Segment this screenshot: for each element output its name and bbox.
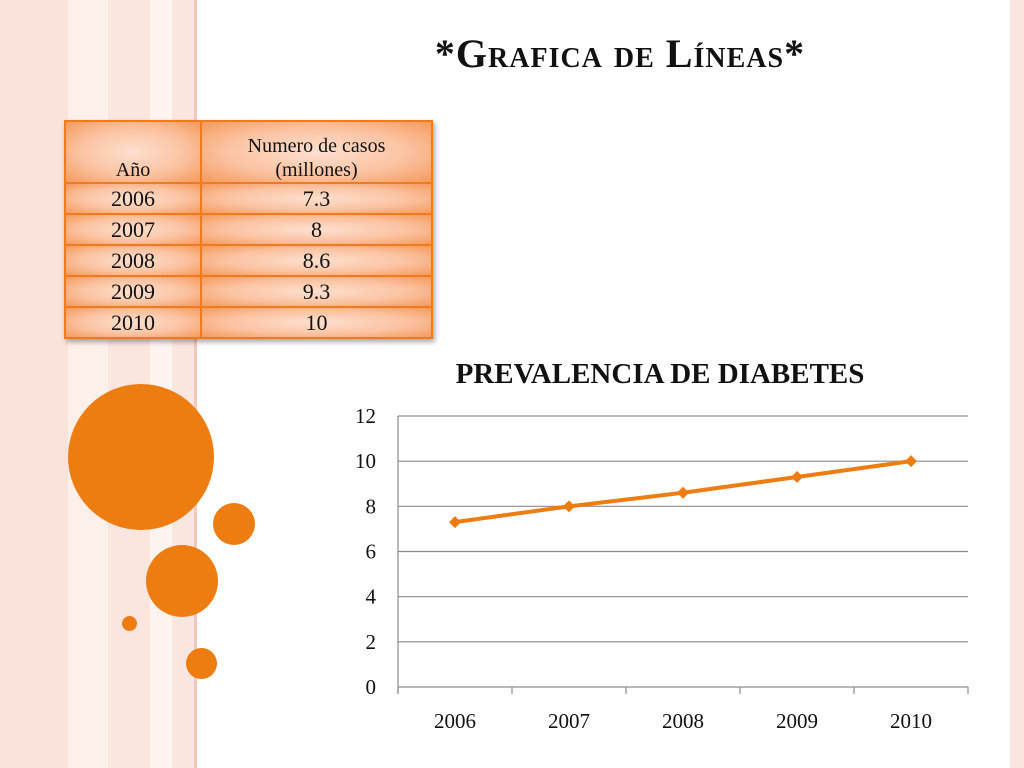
x-tick-label: 2008 — [662, 709, 704, 733]
cell-year: 2006 — [64, 182, 202, 215]
table-row: 2010 10 — [64, 306, 433, 339]
decor-stripe-right — [1010, 0, 1024, 768]
table-row: 2009 9.3 — [64, 275, 433, 308]
decor-circle — [186, 648, 217, 679]
data-point — [905, 455, 917, 468]
cell-year: 2010 — [64, 306, 202, 339]
y-tick-label: 12 — [355, 404, 376, 428]
y-tick-label: 8 — [366, 494, 377, 518]
cell-value: 9.3 — [200, 275, 433, 308]
decor-circle-large — [68, 384, 214, 530]
header-cases-line2: (millones) — [275, 159, 358, 181]
x-tick-label: 2006 — [434, 709, 476, 733]
data-point — [449, 516, 461, 529]
header-cases-line1: Numero de casos — [247, 135, 386, 157]
cell-value: 10 — [200, 306, 433, 339]
x-tick-label: 2009 — [776, 709, 818, 733]
y-tick-label: 10 — [355, 449, 376, 473]
decor-circle — [213, 503, 255, 545]
data-point — [563, 500, 575, 513]
y-tick-label: 4 — [366, 585, 377, 609]
data-point — [677, 486, 689, 499]
data-table: Año Numero de casos (millones) 2006 7.3 … — [64, 120, 433, 339]
table-row: 2007 8 — [64, 213, 433, 246]
cell-value: 7.3 — [200, 182, 433, 215]
decor-circle-small — [122, 616, 137, 631]
data-point — [791, 470, 803, 483]
slide-title: *Grafica de Líneas* — [434, 31, 806, 76]
header-year: Año — [64, 120, 202, 184]
header-cases: Numero de casos (millones) — [200, 120, 433, 184]
decor-stripe — [68, 0, 108, 768]
x-tick-label: 2007 — [548, 709, 590, 733]
y-tick-label: 2 — [366, 630, 377, 654]
table-header-row: Año Numero de casos (millones) — [64, 120, 433, 184]
chart-title: PREVALENCIA DE DIABETES — [455, 358, 865, 390]
decor-stripe — [194, 0, 197, 768]
table-row: 2006 7.3 — [64, 182, 433, 215]
cell-year: 2007 — [64, 213, 202, 246]
cell-value: 8.6 — [200, 244, 433, 277]
y-tick-label: 0 — [366, 675, 377, 699]
y-tick-label: 6 — [366, 540, 377, 564]
table-row: 2008 8.6 — [64, 244, 433, 277]
decor-stripe — [150, 0, 172, 768]
cell-year: 2008 — [64, 244, 202, 277]
line-chart: 0 2 4 6 8 10 12 2006 2007 2008 2009 2010 — [355, 404, 969, 733]
cell-value: 8 — [200, 213, 433, 246]
decor-stripe — [0, 0, 68, 768]
decor-circle — [146, 545, 218, 617]
x-tick-label: 2010 — [890, 709, 932, 733]
cell-year: 2009 — [64, 275, 202, 308]
